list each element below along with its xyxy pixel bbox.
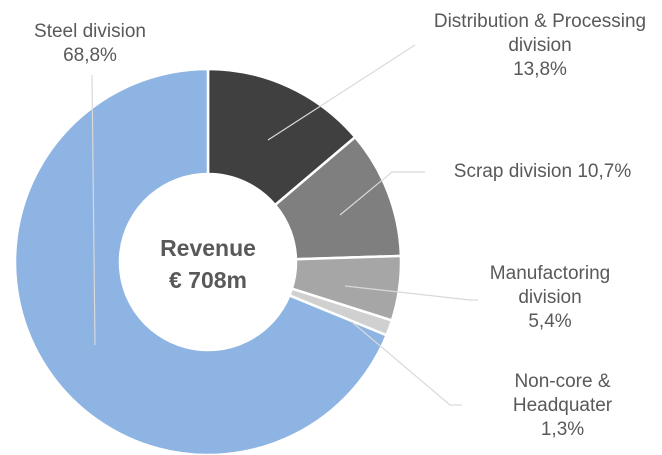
leader-line — [351, 321, 462, 406]
value-label: 13,8% — [513, 59, 567, 80]
leader-line — [91, 74, 96, 346]
leader-line — [344, 285, 478, 301]
leader-lines — [91, 44, 478, 406]
center-line: Revenue — [160, 235, 256, 261]
category-label: Manufactoring division — [489, 263, 611, 308]
value-label: 1,3% — [540, 419, 585, 440]
leader-line — [267, 44, 416, 141]
data-label: Steel division 68,8% — [5, 20, 175, 68]
value-label: 5,4% — [528, 311, 572, 332]
data-label: Non-core & Headquater 1,3% — [470, 370, 655, 442]
category-label: Steel division — [34, 21, 146, 42]
leader-line — [339, 171, 425, 216]
value-label: 10,7% — [577, 161, 632, 182]
data-label: Manufactoring division 5,4% — [475, 262, 625, 334]
value-label: 68,8% — [63, 45, 117, 66]
center-line: € 708m — [168, 267, 247, 293]
category-label: Non-core & Headquater — [512, 371, 613, 416]
donut-segment — [206, 67, 357, 207]
center-label: Revenue € 708m — [148, 232, 268, 296]
data-label: Scrap division 10,7% — [425, 160, 660, 184]
data-label: Distribution & Processing division 13,8% — [420, 10, 660, 82]
category-label: Distribution & Processing division — [433, 11, 647, 56]
category-label: Scrap division — [453, 161, 573, 182]
